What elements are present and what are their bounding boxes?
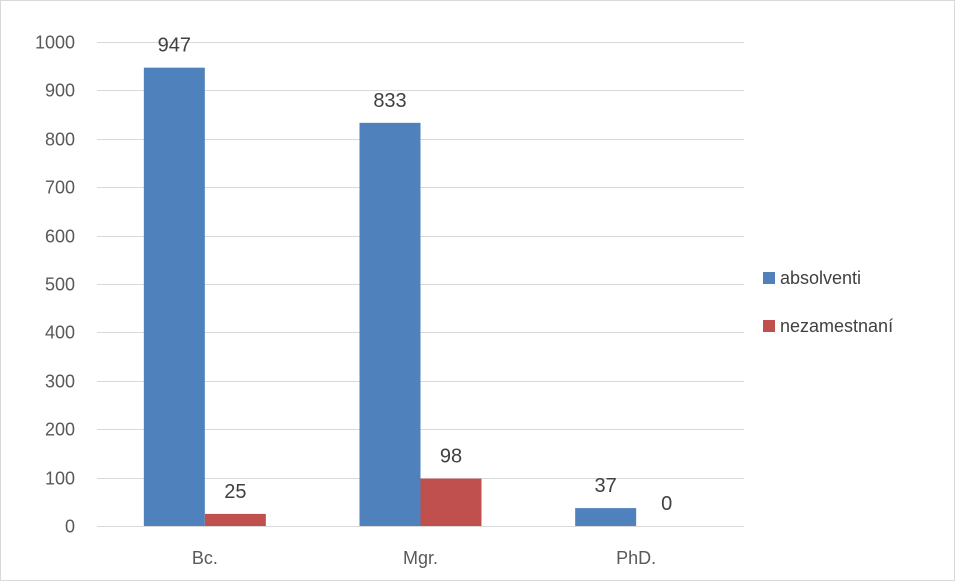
legend: absolventi nezamestnaní xyxy=(763,268,893,336)
y-tick-label: 400 xyxy=(45,323,75,343)
bar-absolventi-Bc. xyxy=(143,67,205,526)
y-tick-label: 500 xyxy=(45,275,75,295)
y-tick-label: 600 xyxy=(45,227,75,247)
bar-absolventi-Mgr. xyxy=(359,122,421,526)
y-tick-label: 700 xyxy=(45,178,75,198)
y-tick-label: 300 xyxy=(45,372,75,392)
x-axis-ticks: Bc. Mgr. PhD. xyxy=(192,548,656,568)
y-tick-label: 100 xyxy=(45,469,75,489)
y-tick-label: 1000 xyxy=(35,33,75,53)
bars xyxy=(143,67,637,526)
y-tick-label: 900 xyxy=(45,81,75,101)
x-tick-label: PhD. xyxy=(616,548,656,568)
data-label-absolventi-Mgr.: 833 xyxy=(373,90,406,112)
data-label-absolventi-Bc.: 947 xyxy=(158,35,191,57)
data-label-nezamestnaní-Mgr.: 98 xyxy=(440,446,462,468)
legend-label: nezamestnaní xyxy=(780,316,893,336)
bar-nezamestnaní-Bc. xyxy=(204,513,266,526)
y-tick-label: 200 xyxy=(45,420,75,440)
data-labels: 947 25 833 98 37 0 xyxy=(158,35,673,515)
bar-nezamestnaní-Mgr. xyxy=(420,478,482,526)
y-tick-label: 800 xyxy=(45,130,75,150)
legend-label: absolventi xyxy=(780,268,861,288)
bar-absolventi-PhD. xyxy=(575,508,637,526)
x-tick-label: Bc. xyxy=(192,548,218,568)
data-label-nezamestnaní-PhD.: 0 xyxy=(661,493,672,515)
legend-swatch-absolventi xyxy=(763,272,775,284)
y-tick-label: 0 xyxy=(65,517,75,537)
legend-swatch-nezamestnaní xyxy=(763,320,775,332)
data-label-nezamestnaní-Bc.: 25 xyxy=(224,481,246,503)
x-tick-label: Mgr. xyxy=(403,548,438,568)
data-label-absolventi-PhD.: 37 xyxy=(595,475,617,497)
y-axis-ticks: 0 100 200 300 400 500 600 700 800 900 1000 xyxy=(35,33,75,537)
